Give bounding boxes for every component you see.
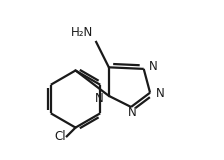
Text: Cl: Cl — [54, 130, 66, 143]
Text: N: N — [128, 106, 137, 119]
Text: N: N — [149, 60, 158, 73]
Text: N: N — [156, 87, 164, 100]
Text: N: N — [95, 92, 103, 105]
Text: H₂N: H₂N — [71, 26, 93, 39]
